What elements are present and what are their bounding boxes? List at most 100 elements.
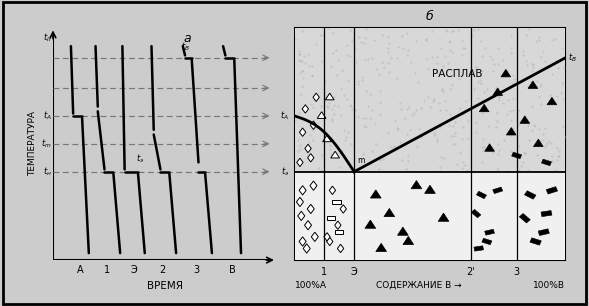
Point xyxy=(507,149,516,154)
Point xyxy=(343,79,353,84)
Point xyxy=(428,55,437,60)
Point xyxy=(357,75,366,80)
Text: m: m xyxy=(357,156,364,165)
Point xyxy=(532,39,541,44)
Polygon shape xyxy=(297,158,303,166)
Point xyxy=(448,29,457,34)
Point xyxy=(505,109,515,114)
Point xyxy=(347,141,356,146)
Point xyxy=(407,112,416,117)
Point xyxy=(552,158,561,163)
Point xyxy=(477,160,487,165)
Point xyxy=(309,121,319,125)
Point xyxy=(448,83,457,88)
Point xyxy=(293,149,303,154)
Point xyxy=(362,88,371,93)
Point xyxy=(528,64,538,69)
Point xyxy=(297,69,306,74)
Polygon shape xyxy=(370,190,381,198)
Point xyxy=(527,127,536,132)
Point xyxy=(481,45,490,50)
Point xyxy=(395,139,405,144)
Point xyxy=(518,160,527,165)
Point xyxy=(541,66,551,71)
Point xyxy=(524,138,534,143)
Point xyxy=(436,107,445,112)
Text: $t_B$: $t_B$ xyxy=(568,51,577,64)
Point xyxy=(353,115,363,120)
Point xyxy=(449,124,458,129)
Point xyxy=(308,73,317,77)
Point xyxy=(299,54,309,58)
Point xyxy=(308,128,317,132)
Point xyxy=(441,27,451,32)
Point xyxy=(506,33,515,38)
Point xyxy=(479,144,489,149)
Point xyxy=(519,151,529,155)
Point xyxy=(295,70,305,75)
Point xyxy=(332,72,342,77)
Point xyxy=(432,55,442,60)
Point xyxy=(416,105,426,110)
Point xyxy=(333,57,343,62)
Point xyxy=(383,46,393,51)
Text: РАСПЛАВ: РАСПЛАВ xyxy=(432,69,482,79)
Polygon shape xyxy=(326,237,333,246)
Point xyxy=(542,161,552,166)
Point xyxy=(493,89,502,94)
Point xyxy=(492,118,502,123)
Point xyxy=(478,148,487,153)
Point xyxy=(547,72,557,77)
Point xyxy=(542,140,552,145)
Point xyxy=(521,150,530,155)
Point xyxy=(535,38,544,43)
Point xyxy=(479,136,488,141)
Point xyxy=(454,27,463,32)
Point xyxy=(375,111,385,116)
Point xyxy=(347,39,356,43)
Point xyxy=(457,136,466,141)
Point xyxy=(336,112,345,117)
Point xyxy=(445,87,455,91)
Point xyxy=(392,56,401,61)
Point xyxy=(436,46,446,51)
Point xyxy=(350,47,359,52)
Point xyxy=(451,142,460,147)
Point xyxy=(451,131,460,136)
Point xyxy=(422,37,431,42)
Point xyxy=(507,132,516,137)
Point xyxy=(383,61,393,65)
Text: а: а xyxy=(184,32,191,45)
Text: б: б xyxy=(426,10,434,23)
Point xyxy=(325,142,335,147)
Point xyxy=(297,59,307,64)
Point xyxy=(393,127,402,132)
Point xyxy=(348,107,357,112)
Point xyxy=(444,122,454,127)
Point xyxy=(508,108,517,113)
Point xyxy=(312,42,321,47)
Point xyxy=(355,166,364,171)
Point xyxy=(462,167,472,172)
Polygon shape xyxy=(298,211,305,221)
Polygon shape xyxy=(376,243,386,252)
Point xyxy=(317,32,327,37)
Point xyxy=(317,59,327,64)
Point xyxy=(458,159,468,164)
Polygon shape xyxy=(305,221,312,230)
Point xyxy=(474,96,483,101)
Point xyxy=(458,124,468,129)
Point xyxy=(302,149,311,154)
Point xyxy=(376,89,385,94)
Point xyxy=(340,93,349,98)
Point xyxy=(327,116,336,121)
Point xyxy=(369,37,379,42)
Point xyxy=(375,167,384,172)
Point xyxy=(463,118,472,123)
Point xyxy=(503,98,512,103)
Point xyxy=(296,146,305,151)
Point xyxy=(457,166,466,170)
Point xyxy=(504,169,513,174)
Point xyxy=(298,76,307,81)
Point xyxy=(539,49,548,54)
